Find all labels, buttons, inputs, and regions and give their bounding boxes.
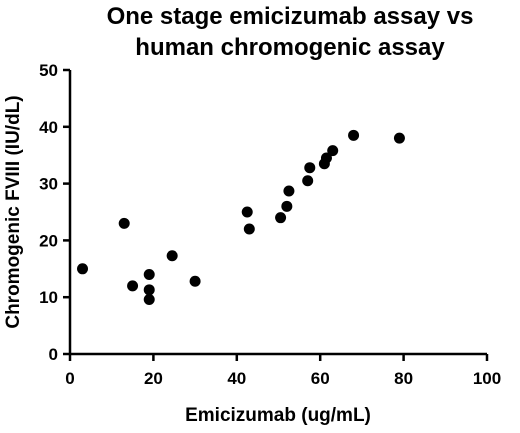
data-point bbox=[327, 145, 339, 157]
data-point bbox=[166, 250, 178, 262]
data-point bbox=[393, 132, 405, 144]
data-point bbox=[304, 162, 316, 174]
data-points bbox=[77, 129, 405, 305]
data-point bbox=[118, 217, 130, 229]
data-point bbox=[127, 280, 139, 292]
data-point bbox=[143, 293, 155, 305]
data-point bbox=[302, 175, 314, 187]
data-point bbox=[281, 200, 293, 212]
y-tick-label: 40 bbox=[39, 118, 58, 137]
data-point bbox=[348, 129, 360, 141]
x-tick-label: 100 bbox=[473, 369, 501, 388]
data-point bbox=[243, 223, 255, 235]
chart-title-line-1: One stage emicizumab assay vs bbox=[107, 3, 474, 30]
y-axis-ticks: 0 10 20 30 40 50 bbox=[39, 61, 70, 364]
x-axis-ticks: 0 20 40 60 80 100 bbox=[65, 354, 501, 388]
y-tick-label: 20 bbox=[39, 231, 58, 250]
x-tick-label: 60 bbox=[311, 369, 330, 388]
x-tick-label: 20 bbox=[144, 369, 163, 388]
data-point bbox=[143, 284, 155, 296]
x-tick-label: 40 bbox=[227, 369, 246, 388]
x-tick-label: 80 bbox=[394, 369, 413, 388]
data-point bbox=[275, 212, 287, 224]
y-tick-label: 50 bbox=[39, 61, 58, 80]
y-axis-label: Chromogenic FVIII (IU/dL) bbox=[3, 95, 24, 328]
data-point bbox=[189, 275, 201, 287]
data-point bbox=[77, 263, 89, 275]
x-tick-label: 0 bbox=[65, 369, 74, 388]
y-tick-label: 0 bbox=[49, 345, 58, 364]
data-point bbox=[143, 268, 155, 280]
data-point bbox=[241, 206, 253, 218]
y-tick-label: 10 bbox=[39, 288, 58, 307]
x-axis-label: Emicizumab (ug/mL) bbox=[185, 405, 371, 426]
data-point bbox=[283, 185, 295, 197]
chart-title-line-2: human chromogenic assay bbox=[135, 34, 445, 61]
data-point bbox=[320, 152, 332, 164]
y-tick-label: 30 bbox=[39, 175, 58, 194]
